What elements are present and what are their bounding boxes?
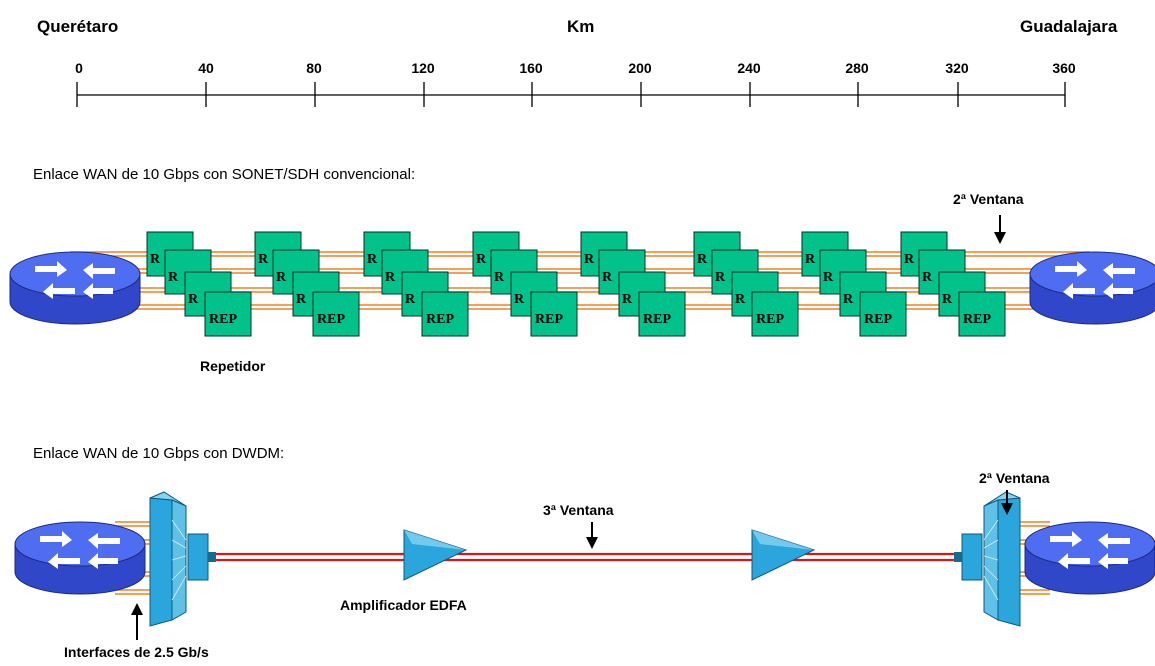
repeater-box-label: R (823, 270, 834, 285)
repeater-box-label: R (385, 270, 396, 285)
dwdm-left-router-icon (14, 521, 146, 595)
repeater-box-label: R (843, 292, 854, 307)
repeater-box-label: R (942, 292, 953, 307)
repeater-box-label: R (922, 270, 933, 285)
repeater-box-label: R (276, 270, 287, 285)
repeater-box-label: R (367, 252, 378, 267)
repeater-box-label: R (188, 292, 199, 307)
scale-tick-label: 280 (845, 60, 869, 76)
dwdm-window3-label: 3ª Ventana (543, 502, 614, 518)
interfaces-caption: Interfaces de 2.5 Gb/s (64, 644, 209, 660)
dwdm-window2-label: 2ª Ventana (979, 470, 1050, 486)
repeater-box (421, 291, 469, 337)
repeater-box (859, 291, 907, 337)
distance-scale (76, 82, 1066, 107)
dwdm-section-title: Enlace WAN de 10 Gbps con DWDM: (33, 445, 285, 462)
repeater-box (530, 291, 578, 337)
queretaro-router-icon (9, 251, 141, 325)
repeater-box-label: R (168, 270, 179, 285)
repeater-box-label: R (735, 292, 746, 307)
dwdm-left-multiplexer-icon (149, 491, 216, 627)
repeater-box (751, 291, 799, 337)
sonet-window-label: 2ª Ventana (953, 191, 1024, 207)
repeater-box-label: REP (426, 312, 454, 327)
scale-tick-label: 40 (198, 60, 214, 76)
repeater-box-label: R (805, 252, 816, 267)
repeater-box-label: R (405, 292, 416, 307)
repeater-box-label: REP (209, 312, 237, 327)
repeater-box-label: REP (963, 312, 991, 327)
edfa-amplifier-icon (403, 529, 467, 581)
scale-unit-label: Km (567, 17, 595, 36)
repeater-box-label: R (476, 252, 487, 267)
scale-tick-label: 120 (411, 60, 435, 76)
repeater-box-label: REP (535, 312, 563, 327)
repeater-box-label: REP (756, 312, 784, 327)
repeater-box-label: REP (317, 312, 345, 327)
interfaces-arrow (131, 603, 143, 640)
repeater-clusters: RRRREPRRRREPRRRREPRRRREPRRRREPRRRREPRRRR… (146, 231, 1006, 337)
edfa-amplifier-icon (751, 529, 815, 581)
sonet-section-title: Enlace WAN de 10 Gbps con SONET/SDH conv… (33, 166, 416, 183)
repeater-box-label: REP (864, 312, 892, 327)
repeater-box-label: R (622, 292, 633, 307)
repeater-box (204, 291, 252, 337)
amplifier-caption: Amplificador EDFA (340, 597, 467, 613)
guadalajara-router-icon (1029, 251, 1155, 325)
repeater-box (958, 291, 1006, 337)
repeater-box-label: R (602, 270, 613, 285)
repeater-box-label: R (715, 270, 726, 285)
window3-arrow (586, 522, 598, 549)
repeater-box-label: R (697, 252, 708, 267)
dwdm-trunk-fiber (215, 552, 955, 562)
scale-tick-label: 200 (628, 60, 652, 76)
scale-tick-label: 0 (75, 60, 83, 76)
scale-tick-label: 360 (1052, 60, 1076, 76)
window2-arrow (1001, 490, 1013, 515)
dwdm-right-multiplexer-icon (954, 491, 1021, 627)
scale-tick-label: 160 (519, 60, 543, 76)
scale-tick-label: 240 (737, 60, 761, 76)
repeater-caption: Repetidor (200, 358, 266, 374)
origin-city-label: Querétaro (37, 17, 119, 36)
repeater-box (638, 291, 686, 337)
repeater-box-label: R (258, 252, 269, 267)
repeater-box-label: R (584, 252, 595, 267)
repeater-box-label: R (296, 292, 307, 307)
dwdm-right-router-icon (1024, 521, 1155, 595)
repeater-box-label: R (904, 252, 915, 267)
sonet-window-arrow (994, 215, 1006, 244)
repeater-box (312, 291, 360, 337)
repeater-box-label: R (494, 270, 505, 285)
repeater-box-label: REP (643, 312, 671, 327)
scale-tick-label: 80 (306, 60, 322, 76)
destination-city-label: Guadalajara (1020, 17, 1118, 36)
repeater-box-label: R (150, 252, 161, 267)
scale-tick-label: 320 (945, 60, 969, 76)
repeater-box-label: R (514, 292, 525, 307)
